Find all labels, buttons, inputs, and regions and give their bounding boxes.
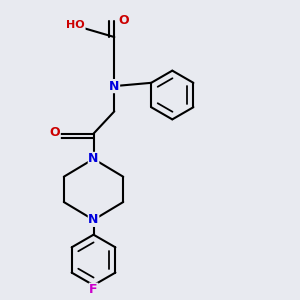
Text: N: N [88, 152, 99, 165]
Text: N: N [109, 80, 119, 93]
Text: F: F [89, 283, 98, 296]
Text: O: O [50, 126, 60, 139]
Text: O: O [118, 14, 129, 27]
Text: N: N [88, 213, 99, 226]
Text: HO: HO [66, 20, 85, 30]
